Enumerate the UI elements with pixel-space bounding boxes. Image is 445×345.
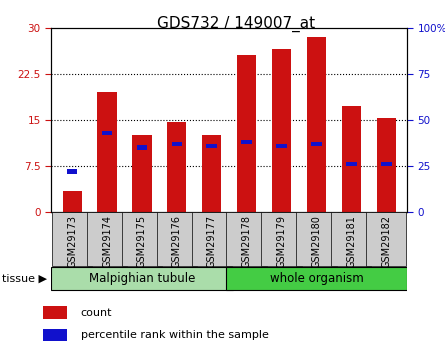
- FancyBboxPatch shape: [51, 267, 233, 290]
- Bar: [381, 162, 392, 166]
- Text: percentile rank within the sample: percentile rank within the sample: [81, 330, 268, 340]
- Bar: [206, 144, 217, 148]
- Text: GSM29178: GSM29178: [242, 215, 251, 268]
- Text: GSM29176: GSM29176: [172, 215, 182, 268]
- Bar: [346, 162, 356, 166]
- FancyBboxPatch shape: [191, 212, 232, 266]
- Text: GSM29173: GSM29173: [67, 215, 77, 268]
- FancyBboxPatch shape: [331, 212, 372, 266]
- FancyBboxPatch shape: [87, 212, 127, 266]
- FancyBboxPatch shape: [157, 212, 197, 266]
- Text: GSM29180: GSM29180: [312, 215, 321, 268]
- Bar: [276, 144, 287, 148]
- Text: count: count: [81, 308, 112, 318]
- Text: GSM29181: GSM29181: [346, 215, 356, 268]
- Bar: [307, 37, 326, 212]
- Text: GDS732 / 149007_at: GDS732 / 149007_at: [157, 16, 315, 32]
- Bar: [62, 191, 82, 212]
- Bar: [44, 306, 67, 319]
- FancyBboxPatch shape: [227, 212, 267, 266]
- Bar: [241, 140, 252, 144]
- FancyBboxPatch shape: [122, 212, 162, 266]
- Text: GSM29182: GSM29182: [381, 215, 391, 268]
- Text: GSM29175: GSM29175: [137, 215, 147, 268]
- Bar: [102, 131, 112, 135]
- FancyBboxPatch shape: [296, 212, 336, 266]
- Bar: [167, 122, 186, 212]
- Bar: [237, 55, 256, 212]
- Bar: [171, 142, 182, 146]
- Text: Malpighian tubule: Malpighian tubule: [89, 272, 195, 285]
- Bar: [132, 135, 151, 212]
- Bar: [67, 169, 77, 174]
- Bar: [202, 135, 221, 212]
- Text: GSM29177: GSM29177: [207, 215, 217, 268]
- Bar: [97, 92, 117, 212]
- Text: whole organism: whole organism: [270, 272, 363, 285]
- Bar: [342, 106, 361, 212]
- Bar: [376, 118, 396, 212]
- FancyBboxPatch shape: [226, 267, 407, 290]
- Bar: [311, 142, 322, 146]
- Bar: [272, 49, 291, 212]
- FancyBboxPatch shape: [261, 212, 302, 266]
- FancyBboxPatch shape: [366, 212, 406, 266]
- Text: GSM29179: GSM29179: [276, 215, 287, 268]
- FancyBboxPatch shape: [52, 212, 92, 266]
- Bar: [44, 329, 67, 342]
- Text: GSM29174: GSM29174: [102, 215, 112, 268]
- Text: tissue ▶: tissue ▶: [2, 274, 47, 283]
- Bar: [137, 146, 147, 150]
